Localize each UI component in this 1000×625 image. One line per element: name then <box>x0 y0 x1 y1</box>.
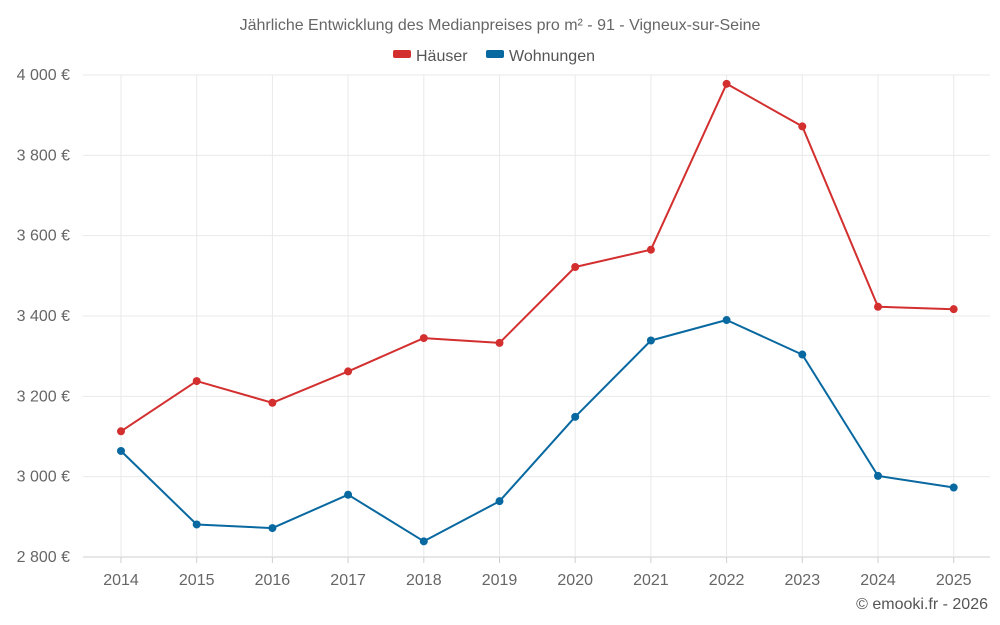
x-tick-label: 2020 <box>557 572 593 589</box>
data-point-wohnungen[interactable] <box>571 412 580 421</box>
data-point-haeuser[interactable] <box>874 302 882 311</box>
data-point-haeuser[interactable] <box>949 305 958 314</box>
data-point-haeuser[interactable] <box>268 398 277 407</box>
data-point-wohnungen[interactable] <box>798 350 807 359</box>
credit-text: © emooki.fr - 2026 <box>856 596 988 613</box>
x-tick-label: 2016 <box>255 572 291 589</box>
x-tick-label: 2022 <box>709 572 745 589</box>
x-tick-label: 2023 <box>785 572 821 589</box>
series-group <box>117 79 958 546</box>
x-tick-label: 2017 <box>330 572 366 589</box>
x-tick-label: 2024 <box>860 572 896 589</box>
data-point-wohnungen[interactable] <box>419 537 428 546</box>
gridlines <box>83 74 990 558</box>
data-point-wohnungen[interactable] <box>268 524 277 533</box>
data-point-haeuser[interactable] <box>798 122 807 131</box>
data-point-haeuser[interactable] <box>646 245 655 254</box>
data-point-wohnungen[interactable] <box>344 490 353 499</box>
legend-label-haeuser[interactable]: Häuser <box>416 48 468 65</box>
y-tick-label: 3 000 € <box>17 469 70 486</box>
data-point-haeuser[interactable] <box>344 367 353 376</box>
legend-swatch-wohnungen[interactable] <box>486 50 504 58</box>
data-point-haeuser[interactable] <box>722 79 731 88</box>
y-tick-label: 3 200 € <box>17 388 70 405</box>
series-line-haeuser <box>120 82 954 433</box>
data-point-haeuser[interactable] <box>571 262 580 271</box>
x-tick-label: 2021 <box>633 572 669 589</box>
data-point-wohnungen[interactable] <box>117 446 125 455</box>
data-point-haeuser[interactable] <box>419 334 428 343</box>
y-tick-label: 3 800 € <box>17 147 70 164</box>
data-point-wohnungen[interactable] <box>949 483 958 492</box>
chart-title: Jährliche Entwicklung des Medianpreises … <box>240 17 761 34</box>
x-axis: 2014 2015 2016 2017 2018 2019 2020 2021 2022 2023… <box>103 557 972 589</box>
y-axis: 2 800 € 3 000 € 3 200 € 3 400 € 3 600 € 3 800… <box>17 67 70 566</box>
y-tick-label: 4 000 € <box>17 67 70 84</box>
data-point-haeuser[interactable] <box>192 377 201 386</box>
y-tick-label: 3 600 € <box>17 228 70 245</box>
data-point-wohnungen[interactable] <box>192 520 201 529</box>
series-line-wohnungen <box>120 319 954 543</box>
x-tick-label: 2014 <box>103 572 139 589</box>
x-tick-label: 2019 <box>482 572 518 589</box>
data-point-wohnungen[interactable] <box>646 336 655 345</box>
legend-label-wohnungen[interactable]: Wohnungen <box>509 48 595 65</box>
x-tick-label: 2018 <box>406 572 442 589</box>
data-point-wohnungen[interactable] <box>495 497 504 506</box>
data-point-haeuser[interactable] <box>117 427 125 436</box>
x-tick-label: 2015 <box>179 572 215 589</box>
y-tick-label: 2 800 € <box>17 549 70 566</box>
y-tick-label: 3 400 € <box>17 308 70 325</box>
data-point-haeuser[interactable] <box>495 338 504 347</box>
legend-swatch-haeuser[interactable] <box>393 50 411 58</box>
legend: Häuser Wohnungen <box>393 48 595 65</box>
x-tick-label: 2025 <box>936 572 972 589</box>
data-point-wohnungen[interactable] <box>874 471 882 480</box>
data-point-wohnungen[interactable] <box>722 316 731 325</box>
